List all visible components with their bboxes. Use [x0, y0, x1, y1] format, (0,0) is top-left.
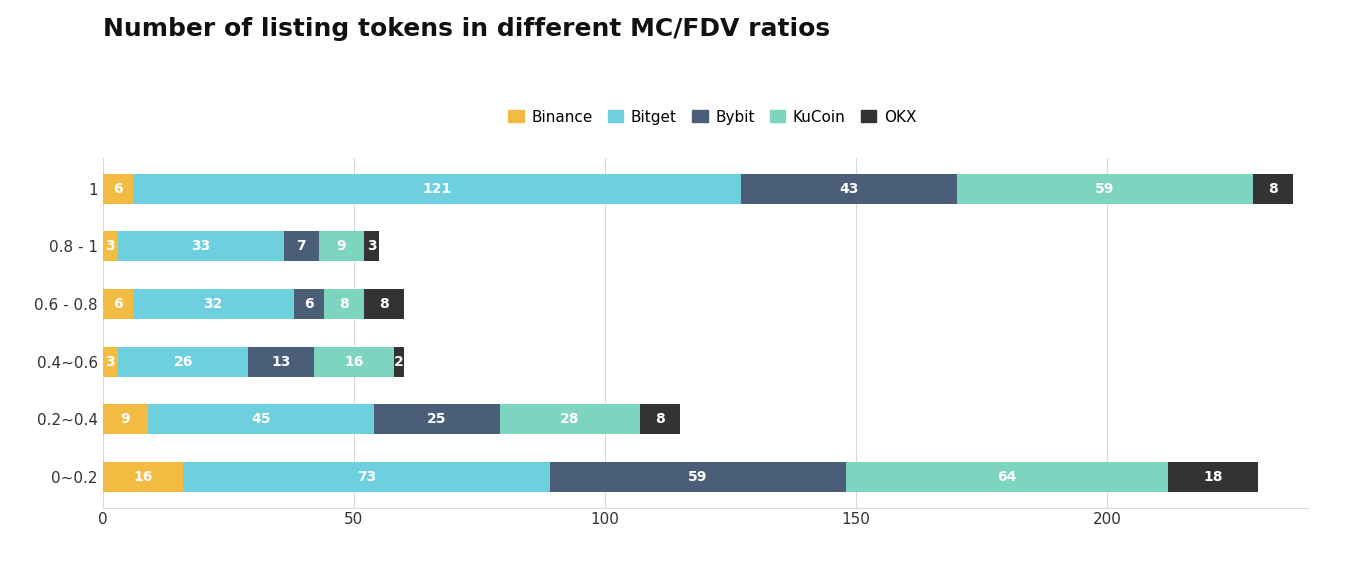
Text: 64: 64 — [997, 470, 1017, 484]
Text: 59: 59 — [688, 470, 708, 484]
Text: 18: 18 — [1203, 470, 1222, 484]
Bar — [1167, 462, 1258, 492]
Bar — [284, 231, 319, 261]
Bar — [395, 347, 404, 377]
Bar — [293, 289, 323, 319]
Text: 28: 28 — [560, 412, 580, 426]
Text: Number of listing tokens in different MC/FDV ratios: Number of listing tokens in different MC… — [103, 17, 830, 41]
Bar — [323, 289, 364, 319]
Bar — [847, 462, 1167, 492]
Bar — [118, 231, 284, 261]
Bar — [184, 462, 549, 492]
Bar — [118, 347, 248, 377]
Text: 26: 26 — [174, 355, 193, 368]
Bar — [103, 174, 133, 204]
Bar — [549, 462, 847, 492]
Bar — [364, 231, 379, 261]
Text: 16: 16 — [133, 470, 152, 484]
Bar — [364, 289, 404, 319]
Text: 13: 13 — [271, 355, 290, 368]
Text: 43: 43 — [838, 182, 859, 196]
Bar — [248, 347, 314, 377]
Text: 9: 9 — [121, 412, 130, 426]
Bar — [148, 404, 374, 434]
Text: 2: 2 — [395, 355, 404, 368]
Bar — [500, 404, 640, 434]
Text: 8: 8 — [655, 412, 666, 426]
Bar — [956, 174, 1254, 204]
Text: 59: 59 — [1095, 182, 1115, 196]
Text: 45: 45 — [251, 412, 271, 426]
Text: 121: 121 — [422, 182, 452, 196]
Legend: Binance, Bitget, Bybit, KuCoin, OKX: Binance, Bitget, Bybit, KuCoin, OKX — [503, 104, 922, 131]
Text: 8: 8 — [379, 297, 389, 311]
Text: 73: 73 — [356, 470, 377, 484]
Bar — [640, 404, 681, 434]
Bar — [103, 462, 184, 492]
Bar — [103, 347, 118, 377]
Text: 16: 16 — [344, 355, 363, 368]
Bar — [1254, 174, 1293, 204]
Text: 6: 6 — [112, 182, 123, 196]
Bar — [133, 289, 293, 319]
Bar — [319, 231, 364, 261]
Bar — [103, 289, 133, 319]
Bar — [103, 231, 118, 261]
Text: 8: 8 — [338, 297, 349, 311]
Bar — [374, 404, 500, 434]
Text: 3: 3 — [367, 239, 377, 253]
Text: 7: 7 — [296, 239, 306, 253]
Text: 3: 3 — [105, 239, 115, 253]
Text: 25: 25 — [427, 412, 447, 426]
Text: 32: 32 — [204, 297, 223, 311]
Text: 6: 6 — [112, 297, 123, 311]
Bar — [133, 174, 741, 204]
Text: 3: 3 — [105, 355, 115, 368]
Text: 9: 9 — [337, 239, 347, 253]
Bar — [314, 347, 395, 377]
Text: 8: 8 — [1269, 182, 1278, 196]
Text: 6: 6 — [304, 297, 314, 311]
Bar — [103, 404, 148, 434]
Bar — [741, 174, 956, 204]
Text: 33: 33 — [190, 239, 211, 253]
